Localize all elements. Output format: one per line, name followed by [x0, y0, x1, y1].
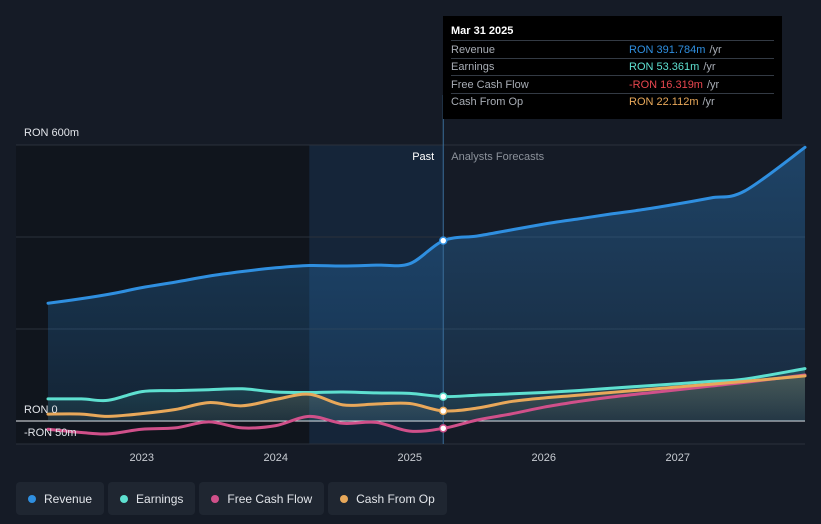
- x-tick-label: 2026: [531, 452, 555, 464]
- tooltip-row-cash-from-op: Cash From Op RON 22.112m/yr: [451, 92, 774, 111]
- legend-dot-icon: [28, 494, 36, 503]
- tooltip-label: Revenue: [451, 43, 496, 56]
- cash-from-op-marker: [438, 406, 448, 416]
- tooltip-date: Mar 31 2025: [451, 25, 514, 37]
- tooltip-value: RON 53.361m: [629, 61, 700, 73]
- revenue-line: [46, 145, 807, 305]
- tooltip-row-revenue: Revenue RON 391.784m/yr: [451, 40, 774, 58]
- legend-dot-icon: [211, 494, 220, 503]
- tooltip-value: RON 22.112m: [629, 96, 699, 108]
- legend-label: Cash From Op: [356, 491, 435, 506]
- y-tick-label: RON 0: [24, 404, 58, 416]
- earnings-line: [46, 367, 807, 403]
- y-tick-label: RON 600m: [24, 127, 79, 139]
- legend: Revenue Earnings Free Cash Flow Cash Fro…: [16, 482, 447, 515]
- x-axis-labels: 2023 2024 2025 2026 2027: [130, 452, 690, 464]
- revenue-marker: [438, 236, 448, 245]
- earnings-marker: [438, 392, 448, 401]
- tooltip-row-earnings: Earnings RON 53.361m/yr: [451, 57, 774, 76]
- cash-from-op-line: [46, 374, 807, 418]
- tooltip-value: RON 391.784m: [629, 43, 706, 56]
- series-areas: [48, 147, 805, 422]
- tooltip-label: Cash From Op: [451, 96, 524, 108]
- free-cash-flow-line: [46, 373, 807, 436]
- tooltip-label: Earnings: [451, 61, 495, 73]
- legend-item-cash-from-op[interactable]: Cash From Op: [328, 482, 447, 515]
- x-tick-label: 2025: [398, 452, 422, 464]
- legend-item-free-cash-flow[interactable]: Free Cash Flow: [199, 482, 325, 515]
- legend-item-revenue[interactable]: Revenue: [16, 482, 105, 515]
- legend-item-earnings[interactable]: Earnings: [108, 482, 196, 515]
- x-tick-label: 2027: [665, 452, 689, 464]
- tooltip-value: -RON 16.319m: [629, 78, 703, 91]
- tooltip: Mar 31 2025 Revenue RON 391.784m/yr Earn…: [443, 16, 782, 119]
- legend-dot-icon: [120, 494, 129, 503]
- legend-dot-icon: [340, 494, 349, 503]
- past-label: Past: [412, 151, 434, 163]
- legend-label: Earnings: [136, 491, 184, 506]
- tooltip-unit: /yr: [703, 61, 716, 73]
- tooltip-unit: /yr: [706, 78, 720, 91]
- current-value-markers: [438, 236, 448, 433]
- y-axis-labels: RON 600m RON 0 -RON 50m: [24, 127, 79, 439]
- cash-from-op-area: [48, 375, 805, 421]
- tooltip-row-free-cash-flow: Free Cash Flow -RON 16.319m/yr: [451, 75, 774, 93]
- revenue-area: [48, 147, 805, 422]
- x-tick-label: 2024: [264, 452, 288, 464]
- legend-label: Free Cash Flow: [227, 491, 313, 506]
- y-tick-label: -RON 50m: [24, 427, 77, 439]
- tooltip-unit: /yr: [709, 43, 722, 56]
- tooltip-unit: /yr: [702, 96, 715, 108]
- free-cash-flow-marker: [438, 424, 448, 433]
- legend-label: Revenue: [44, 491, 93, 506]
- series-lines: [46, 145, 807, 436]
- x-tick-label: 2023: [130, 452, 154, 464]
- tooltip-label: Free Cash Flow: [451, 78, 529, 91]
- forecast-label: Analysts Forecasts: [451, 151, 544, 163]
